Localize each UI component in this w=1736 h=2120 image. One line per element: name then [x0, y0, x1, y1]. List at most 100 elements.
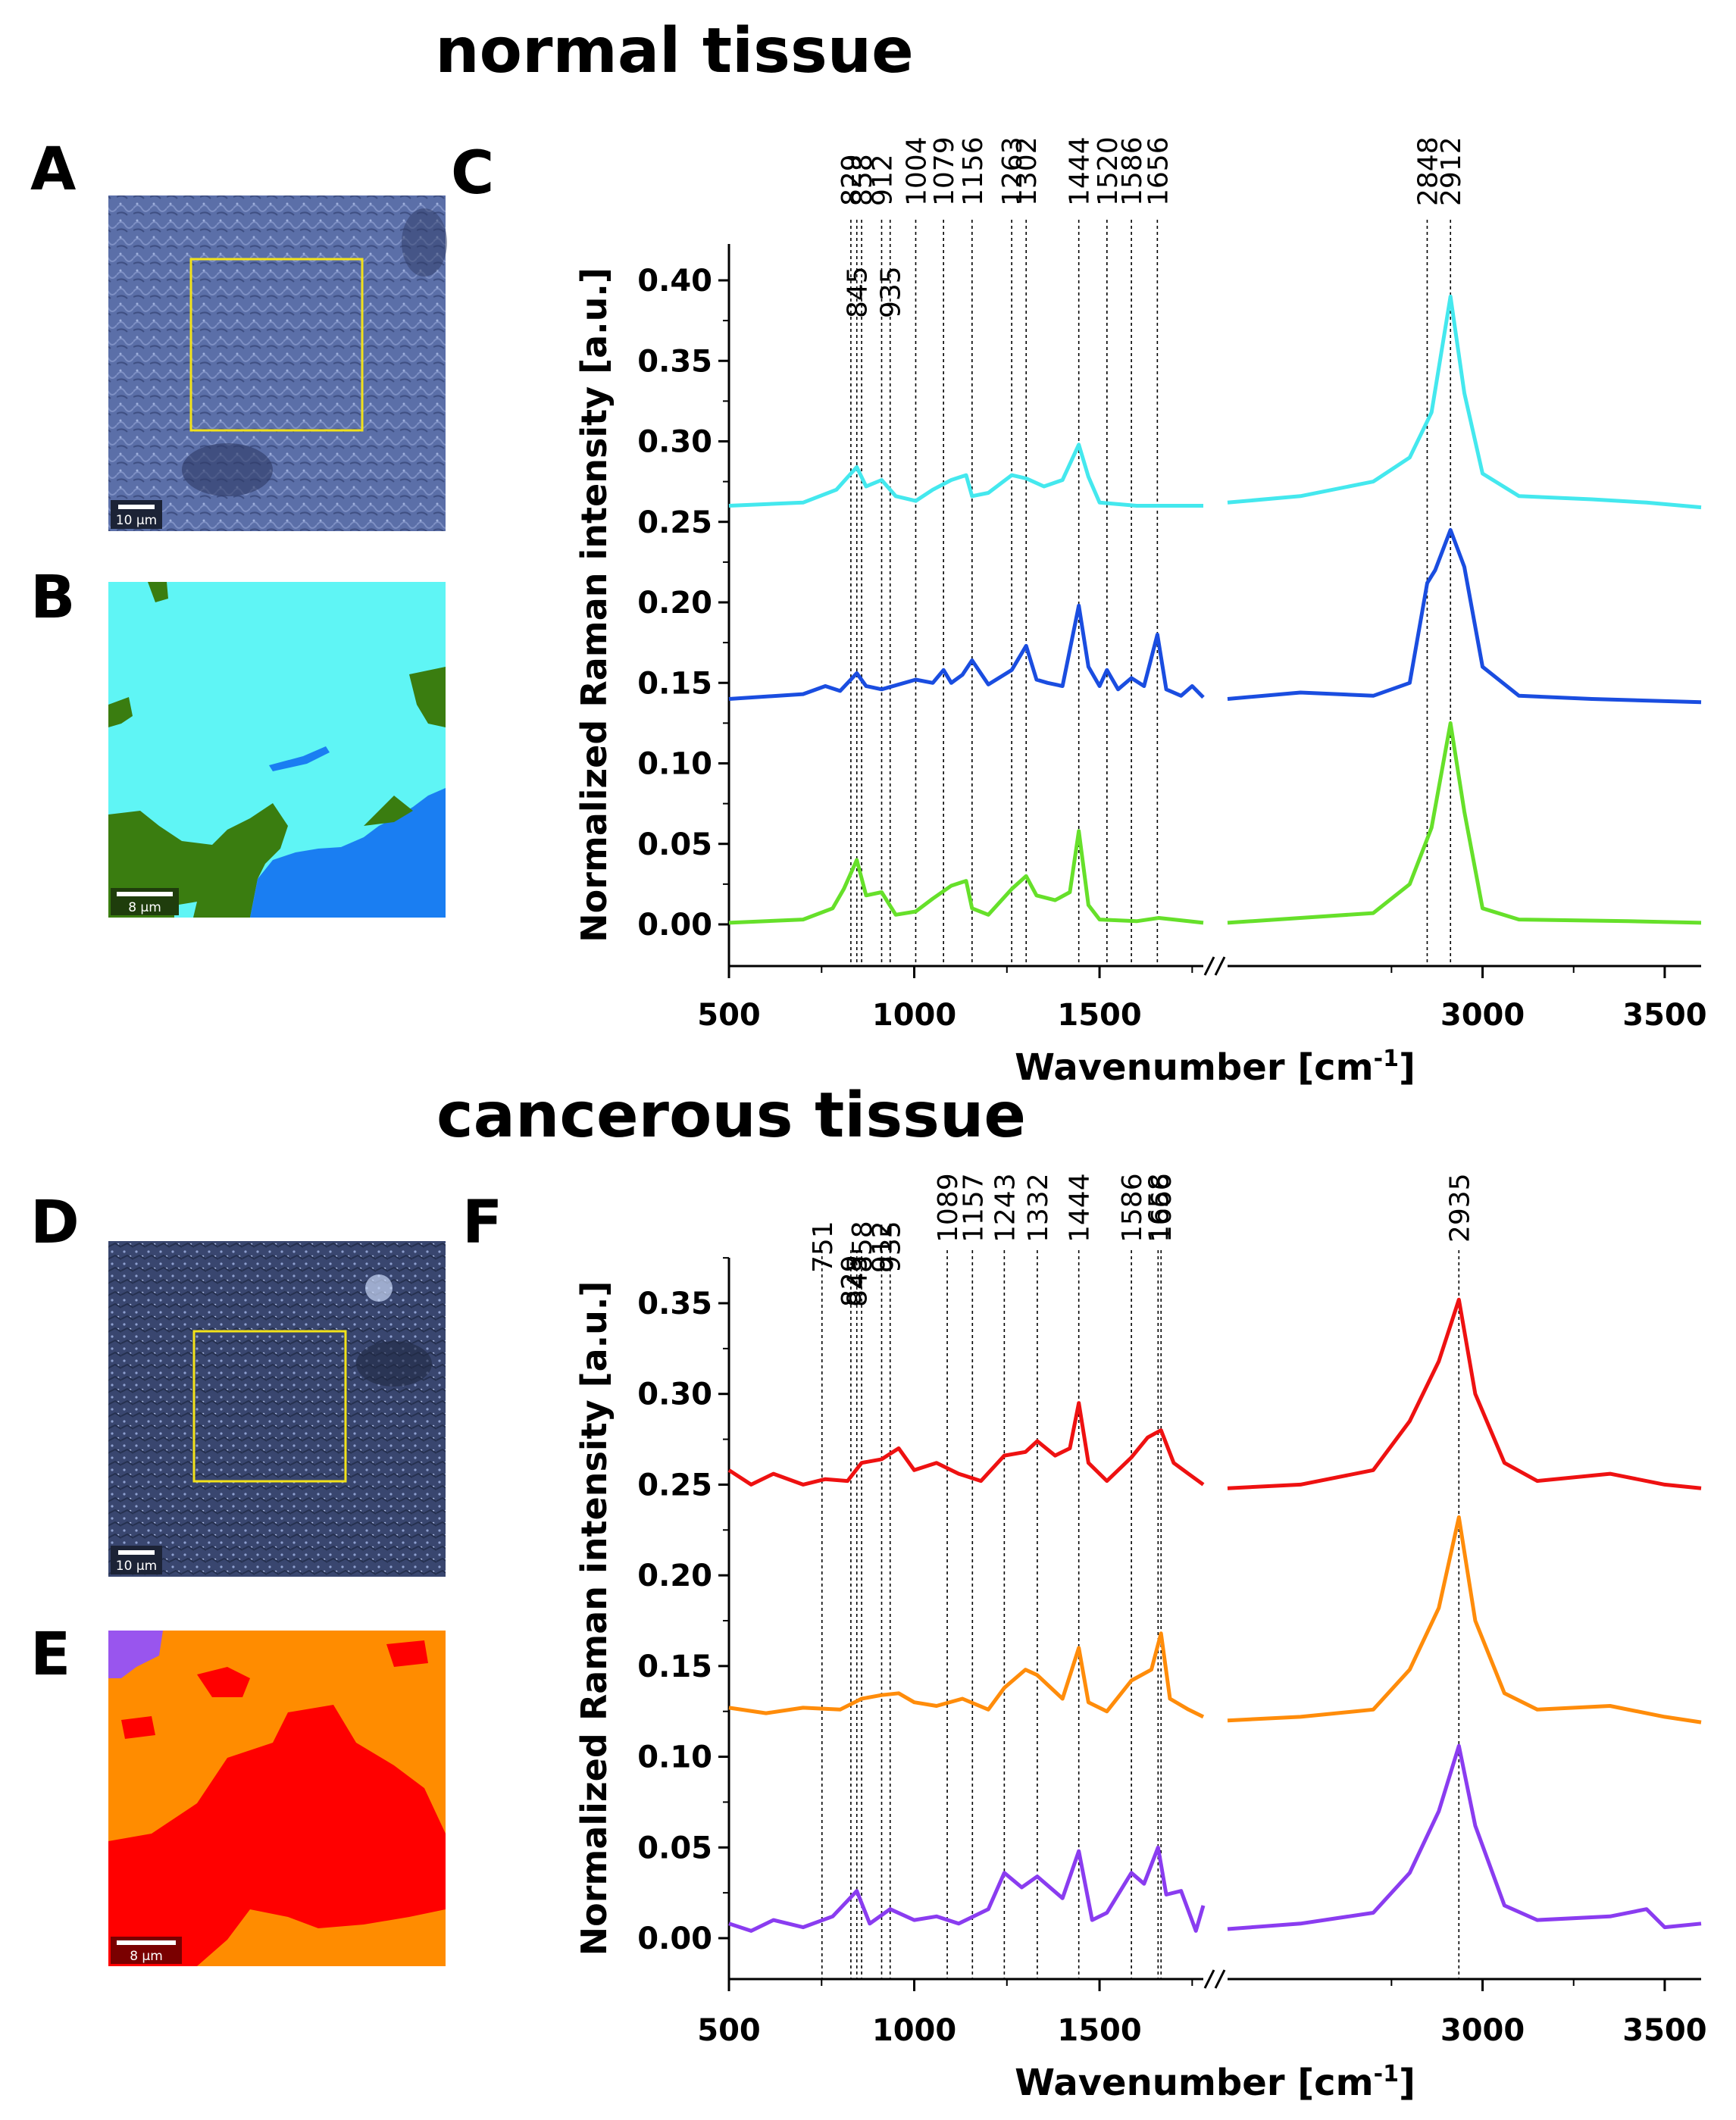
peak-label: 1089 [933, 1173, 964, 1243]
peak-label: 1156 [958, 136, 989, 206]
x-axis-label: Wavenumber [cm-1] [1015, 1046, 1415, 1089]
y-tick-label: 0.25 [637, 505, 712, 540]
peak-label: 1586 [1117, 136, 1148, 206]
scale-bar-label-b: 8 µm [128, 900, 161, 915]
peak-label: 1079 [929, 136, 960, 206]
panel-label-c: C [451, 139, 494, 208]
y-tick-label: 0.35 [637, 1287, 712, 1321]
spectrum-line [728, 1631, 1205, 1719]
y-tick-label: 0.30 [637, 425, 712, 460]
spectrum-line [728, 829, 1204, 925]
x-tick-label: 500 [697, 2013, 761, 2048]
peak-label: 1332 [1023, 1173, 1054, 1243]
peak-label: 829 [837, 1255, 868, 1307]
y-tick-label: 0.05 [637, 827, 712, 862]
spectrum-line [1227, 1743, 1702, 1931]
peak-label: 1444 [1065, 1173, 1096, 1243]
x-tick-label: 3000 [1440, 998, 1525, 1033]
peak-label: 1444 [1065, 136, 1096, 206]
panel-label-e: E [30, 1621, 70, 1689]
cancerous-tissue-title: cancerous tissue [436, 1080, 1026, 1152]
x-tick-label: 3500 [1622, 2013, 1706, 2048]
peak-label: 751 [808, 1221, 839, 1273]
axis-break-mark [1203, 956, 1215, 976]
scale-bar-e: 8 µm [111, 1937, 182, 1964]
microscope-image-d: 10 µm [108, 1241, 446, 1577]
x-tick-label: 1500 [1057, 998, 1141, 1033]
y-tick-label: 0.35 [637, 344, 712, 379]
x-axis-label-bracket: ] [1399, 2062, 1415, 2104]
y-axis-label: Normalized Raman intensity [a.u.] [574, 1281, 615, 1956]
scale-bar-d: 10 µm [111, 1546, 162, 1574]
x-tick-label: 500 [697, 998, 761, 1033]
y-tick-label: 0.15 [637, 1649, 712, 1684]
axis-break-mark [1203, 1969, 1215, 1989]
y-tick-label: 0.30 [637, 1377, 712, 1412]
axis-break-mark [1214, 956, 1226, 976]
x-axis-label: Wavenumber [cm-1] [1015, 2061, 1415, 2104]
peak-label: 1520 [1093, 136, 1124, 206]
spectrum-line [727, 1401, 1205, 1487]
peak-label: 1004 [901, 136, 932, 206]
y-tick-label: 0.25 [637, 1468, 712, 1502]
x-tick-label: 3000 [1440, 2013, 1525, 2048]
panel-label-f: F [462, 1189, 502, 1257]
spectrum-line [1227, 1515, 1702, 1724]
x-axis-label-superscript: -1 [1374, 2061, 1399, 2087]
cluster-map-e: 8 µm [108, 1631, 446, 1966]
peak-label: 1263 [997, 136, 1028, 206]
spectrum-line [1227, 1297, 1702, 1490]
peak-label: 1243 [990, 1173, 1021, 1243]
y-tick-label: 0.05 [637, 1831, 712, 1865]
peak-label: 912 [867, 154, 898, 206]
peak-label: 912 [867, 1221, 898, 1273]
x-tick-label: 3500 [1622, 998, 1706, 1033]
scale-bar-b: 8 µm [111, 888, 179, 915]
raman-spectra-chart-normal: 0.00 0.05 0.10 0.15 0.20 0.25 0.30 0.35 0.40 500 1… [574, 136, 1707, 1089]
panel-label-d: D [30, 1189, 80, 1257]
scale-bar-label-a: 10 µm [116, 513, 157, 528]
axis-break-mark [1214, 1969, 1226, 1989]
peak-label: 2912 [1436, 136, 1467, 206]
peak-label: 1666 [1146, 1173, 1178, 1243]
y-tick-label: 0.10 [637, 1740, 712, 1775]
y-tick-label: 0.20 [637, 586, 712, 621]
scale-bar-label-d: 10 µm [116, 1559, 157, 1574]
peak-label: 1658 [1143, 1173, 1175, 1243]
y-tick-label: 0.00 [637, 908, 712, 943]
spectrum-line [728, 603, 1205, 701]
y-tick-label: 0.15 [637, 666, 712, 701]
region-of-interest-box-d [192, 1330, 347, 1483]
cluster-map-b: 8 µm [108, 582, 446, 918]
x-axis-label-bracket: ] [1399, 1046, 1415, 1089]
peak-label: 858 [847, 1221, 878, 1273]
peak-label: 1157 [958, 1173, 989, 1243]
y-axis-label: Normalized Raman intensity [a.u.] [574, 267, 615, 943]
peak-label: 2935 [1444, 1173, 1475, 1243]
raman-spectra-chart-cancer: 0.00 0.05 0.10 0.15 0.20 0.25 0.30 0.35 500 1000 1… [574, 1173, 1707, 2104]
peak-label: 858 [847, 154, 878, 206]
scale-bar-label-e: 8 µm [130, 1949, 163, 1964]
x-axis-label-superscript: -1 [1374, 1046, 1399, 1072]
microscope-image-a: 10 µm [108, 195, 447, 531]
peak-label: 1656 [1143, 136, 1174, 206]
y-tick-label: 0.10 [637, 747, 712, 782]
peak-label: 935 [876, 1221, 907, 1273]
y-tick-label: 0.20 [637, 1559, 712, 1593]
panel-label-a: A [30, 136, 76, 204]
peak-label: 2848 [1412, 136, 1444, 206]
x-tick-label: 1500 [1057, 2013, 1141, 2048]
y-tick-label: 0.00 [637, 1921, 712, 1956]
peak-label: 845 [843, 1255, 874, 1307]
spectrum-line [1227, 294, 1702, 510]
scale-bar-a: 10 µm [111, 500, 162, 529]
x-tick-label: 1000 [872, 2013, 956, 2048]
x-axis-label-text: Wavenumber [cm [1015, 2062, 1374, 2104]
spectrum-line [728, 1845, 1206, 1933]
x-tick-label: 1000 [872, 998, 956, 1033]
peak-label: 935 [876, 266, 907, 318]
spectrum-line [728, 442, 1203, 508]
spectrum-line [1227, 721, 1702, 925]
peak-label: 1302 [1012, 136, 1043, 206]
